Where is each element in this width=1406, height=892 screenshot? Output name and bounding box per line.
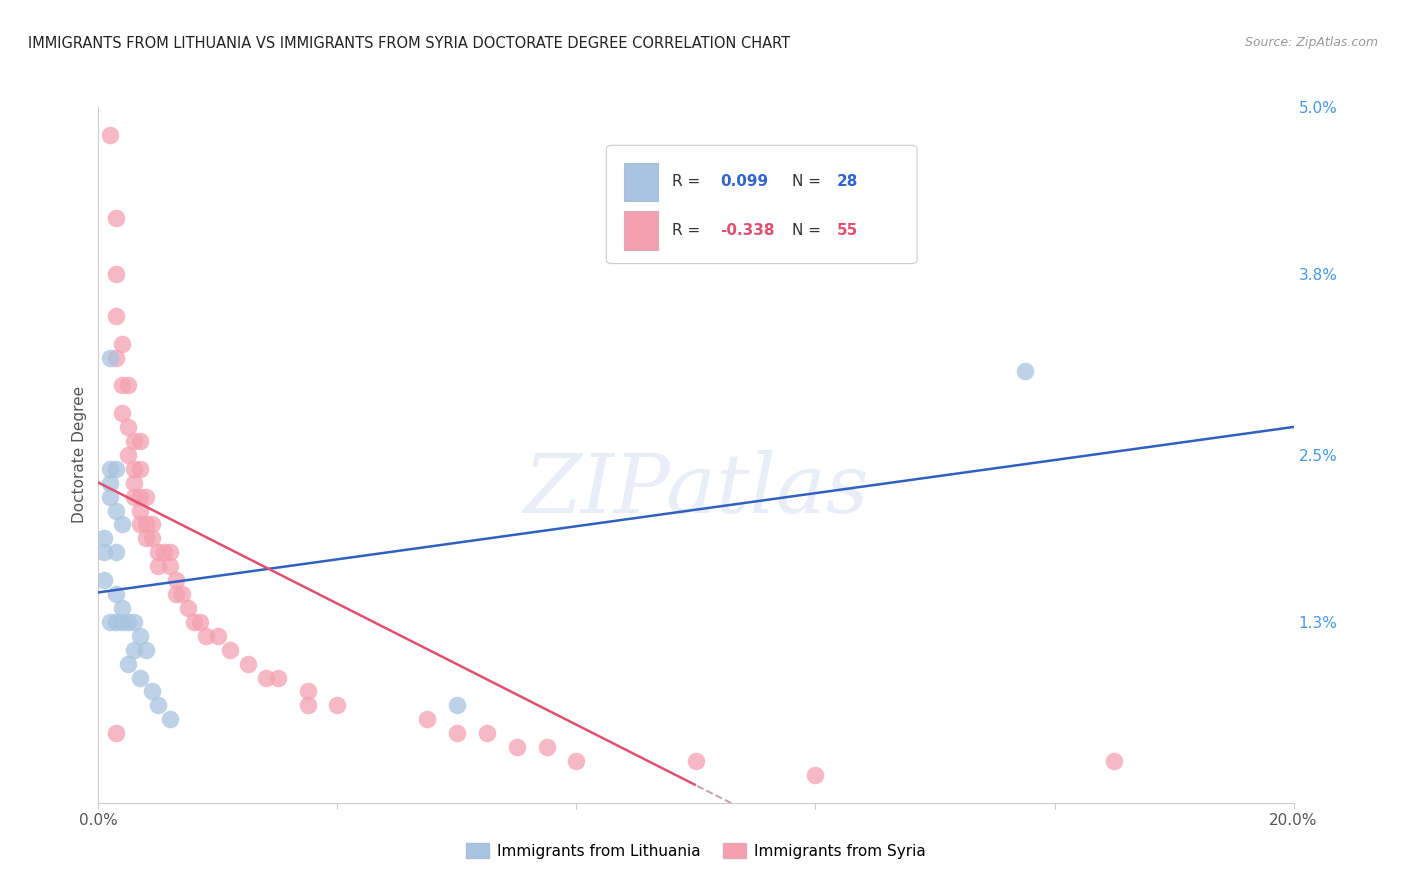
- FancyBboxPatch shape: [624, 162, 658, 201]
- Point: [141, 684, 163, 698]
- Point: [105, 726, 128, 740]
- Text: 28: 28: [837, 174, 859, 189]
- Point: [93, 545, 115, 559]
- Point: [135, 642, 157, 657]
- Point: [165, 573, 187, 587]
- Point: [536, 740, 558, 755]
- Point: [159, 545, 181, 559]
- FancyBboxPatch shape: [624, 211, 658, 250]
- Point: [111, 517, 134, 532]
- Point: [685, 754, 707, 768]
- Point: [111, 406, 134, 420]
- Point: [93, 532, 115, 546]
- Point: [1104, 754, 1126, 768]
- Point: [188, 615, 211, 629]
- Text: IMMIGRANTS FROM LITHUANIA VS IMMIGRANTS FROM SYRIA DOCTORATE DEGREE CORRELATION : IMMIGRANTS FROM LITHUANIA VS IMMIGRANTS …: [28, 36, 790, 51]
- Point: [148, 545, 170, 559]
- Point: [98, 128, 122, 142]
- Point: [124, 475, 146, 490]
- Point: [98, 351, 122, 365]
- Point: [153, 545, 176, 559]
- Point: [165, 587, 187, 601]
- Point: [183, 615, 205, 629]
- Point: [117, 615, 139, 629]
- Point: [105, 503, 128, 517]
- Point: [111, 336, 134, 351]
- Point: [195, 629, 218, 643]
- Point: [98, 615, 122, 629]
- Y-axis label: Doctorate Degree: Doctorate Degree: [72, 386, 87, 524]
- Point: [297, 698, 319, 713]
- Point: [111, 615, 134, 629]
- Point: [267, 671, 290, 685]
- Point: [124, 462, 146, 476]
- Point: [135, 517, 157, 532]
- Point: [135, 490, 157, 504]
- Point: [135, 532, 157, 546]
- Text: ZIPatlas: ZIPatlas: [523, 450, 869, 530]
- Text: Source: ZipAtlas.com: Source: ZipAtlas.com: [1244, 36, 1378, 49]
- Point: [117, 657, 139, 671]
- Point: [177, 601, 200, 615]
- Point: [124, 642, 146, 657]
- Point: [446, 698, 468, 713]
- Point: [111, 378, 134, 392]
- Point: [117, 378, 139, 392]
- Point: [129, 503, 152, 517]
- Point: [129, 629, 152, 643]
- Point: [804, 768, 827, 782]
- Point: [129, 490, 152, 504]
- Point: [117, 448, 139, 462]
- Point: [446, 726, 468, 740]
- Legend: Immigrants from Lithuania, Immigrants from Syria: Immigrants from Lithuania, Immigrants fr…: [460, 837, 932, 864]
- Point: [98, 490, 122, 504]
- Point: [129, 671, 152, 685]
- Point: [124, 615, 146, 629]
- Point: [172, 587, 194, 601]
- Point: [105, 545, 128, 559]
- FancyBboxPatch shape: [606, 145, 917, 264]
- Point: [506, 740, 529, 755]
- Point: [124, 434, 146, 448]
- Point: [159, 712, 181, 726]
- Point: [105, 211, 128, 226]
- Point: [141, 517, 163, 532]
- Point: [124, 490, 146, 504]
- Point: [117, 420, 139, 434]
- Text: R =: R =: [672, 174, 706, 189]
- Point: [159, 559, 181, 574]
- Point: [475, 726, 498, 740]
- Point: [141, 532, 163, 546]
- Point: [129, 434, 152, 448]
- Point: [98, 462, 122, 476]
- Point: [105, 267, 128, 281]
- Point: [326, 698, 349, 713]
- Text: N =: N =: [792, 174, 825, 189]
- Point: [105, 351, 128, 365]
- Point: [129, 517, 152, 532]
- Point: [297, 684, 319, 698]
- Point: [148, 698, 170, 713]
- Point: [416, 712, 439, 726]
- Point: [254, 671, 277, 685]
- Text: R =: R =: [672, 223, 706, 238]
- Point: [105, 587, 128, 601]
- Point: [105, 309, 128, 323]
- Point: [148, 559, 170, 574]
- Point: [565, 754, 588, 768]
- Text: N =: N =: [792, 223, 825, 238]
- Point: [111, 601, 134, 615]
- Text: -0.338: -0.338: [720, 223, 775, 238]
- Point: [219, 642, 242, 657]
- Point: [236, 657, 259, 671]
- Point: [105, 615, 128, 629]
- Point: [207, 629, 229, 643]
- Text: 55: 55: [837, 223, 858, 238]
- Point: [1014, 364, 1036, 378]
- Point: [129, 462, 152, 476]
- Point: [105, 462, 128, 476]
- Point: [93, 573, 115, 587]
- Text: 0.099: 0.099: [720, 174, 768, 189]
- Point: [98, 475, 122, 490]
